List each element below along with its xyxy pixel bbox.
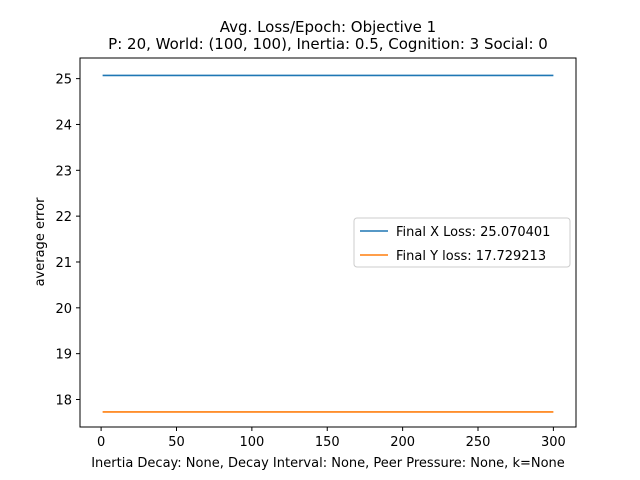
plot-frame	[79, 57, 577, 428]
x-tick-label: 300	[541, 435, 566, 450]
y-tick-label: 19	[55, 348, 72, 363]
x-tick-label: 250	[466, 435, 491, 450]
series-lines	[102, 74, 554, 413]
y-tick-label: 25	[55, 73, 72, 88]
x-tick-label: 200	[390, 435, 415, 450]
x-ticks: 0 50 100 150 200 250 300	[97, 427, 566, 450]
y-ticks: 18 19 20 21 22 23 24 25	[55, 73, 80, 408]
y-tick-label: 21	[55, 256, 72, 271]
y-axis-label: average error	[33, 197, 48, 286]
chart-title-line2: P: 20, World: (100, 100), Inertia: 0.5, …	[108, 35, 548, 53]
legend-label: Final X Loss: 25.070401	[396, 225, 550, 240]
x-tick-label: 50	[168, 435, 185, 450]
legend-box	[353, 217, 571, 268]
y-tick-label: 24	[55, 118, 72, 133]
y-tick-label: 23	[55, 164, 72, 179]
x-tick-label: 150	[315, 435, 340, 450]
chart-title-line1: Avg. Loss/Epoch: Objective 1	[220, 18, 436, 36]
x-tick-label: 100	[239, 435, 264, 450]
plot-area	[79, 57, 577, 428]
x-axis-label: Inertia Decay: None, Decay Interval: Non…	[91, 456, 565, 471]
x-tick-label: 0	[97, 435, 105, 450]
y-tick-label: 22	[55, 210, 72, 225]
y-tick-label: 20	[55, 302, 72, 317]
legend: Final X Loss: 25.070401 Final Y loss: 17.…	[353, 217, 571, 268]
legend-label: Final Y loss: 17.729213	[396, 249, 546, 264]
y-tick-label: 18	[55, 393, 72, 408]
